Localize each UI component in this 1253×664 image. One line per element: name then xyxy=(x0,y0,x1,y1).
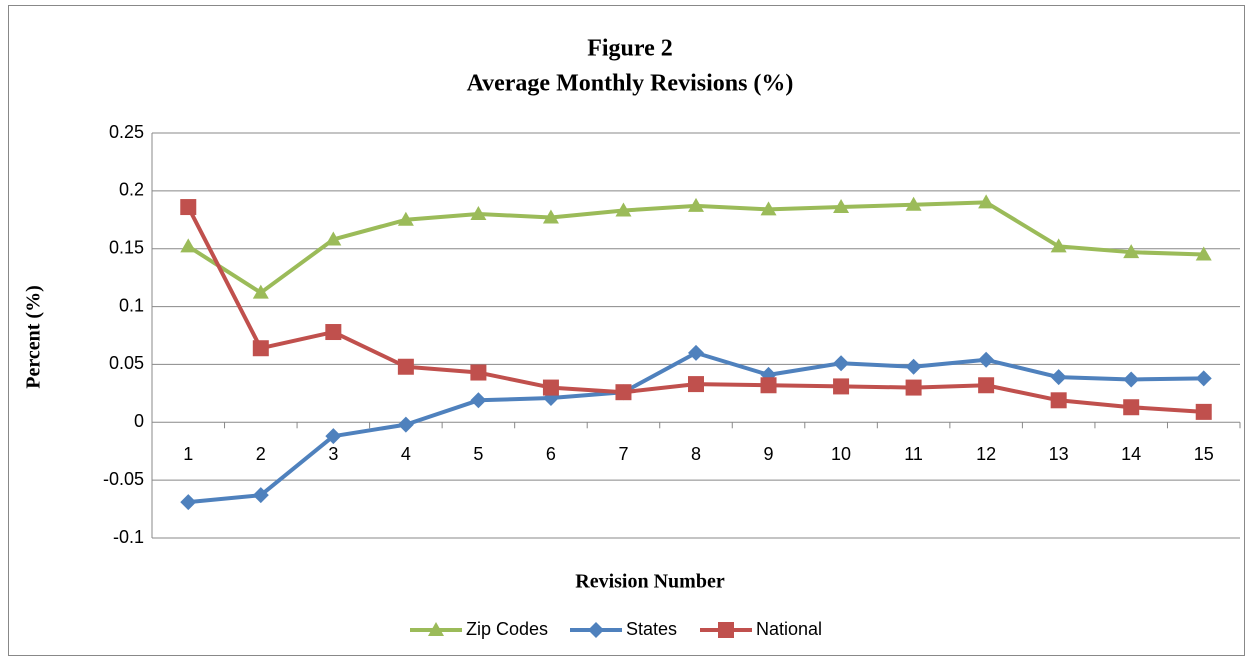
point xyxy=(760,377,777,394)
x-tick-label: 11 xyxy=(904,444,923,464)
x-tick-label: 8 xyxy=(691,444,701,464)
point xyxy=(833,199,850,214)
point xyxy=(1195,246,1212,261)
point xyxy=(905,379,922,396)
point xyxy=(325,324,342,341)
x-tick-label: 10 xyxy=(831,444,851,464)
point xyxy=(1123,244,1140,259)
legend-label: States xyxy=(626,619,677,639)
x-tick-label: 5 xyxy=(473,444,483,464)
x-tick-label: 9 xyxy=(764,444,774,464)
point xyxy=(688,344,704,361)
point xyxy=(252,284,269,299)
x-tick-label: 6 xyxy=(546,444,556,464)
point xyxy=(1195,370,1212,387)
point xyxy=(470,392,487,409)
point xyxy=(542,209,559,224)
point xyxy=(1123,399,1140,416)
x-tick-label: 2 xyxy=(256,444,266,464)
point xyxy=(397,416,414,433)
point xyxy=(180,238,197,253)
point xyxy=(470,364,487,381)
x-tick-label: 1 xyxy=(183,444,193,464)
y-tick-label: 0.2 xyxy=(119,180,144,200)
point xyxy=(760,201,777,216)
y-tick-label: -0.1 xyxy=(113,527,144,547)
point xyxy=(180,199,197,216)
legend-marker xyxy=(428,622,444,636)
x-axis-title: Revision Number xyxy=(575,571,725,593)
point xyxy=(325,231,342,246)
y-tick-label: 0.1 xyxy=(119,295,144,315)
y-tick-label: -0.05 xyxy=(103,469,144,489)
point xyxy=(978,377,995,394)
point xyxy=(252,487,269,504)
point xyxy=(833,355,850,372)
point xyxy=(688,197,704,212)
point xyxy=(905,196,922,211)
x-tick-label: 13 xyxy=(1049,444,1069,464)
point xyxy=(397,211,414,226)
point xyxy=(905,358,922,375)
legend-marker xyxy=(718,622,734,638)
x-tick-label: 12 xyxy=(976,444,996,464)
chart-subtitle: Average Monthly Revisions (%) xyxy=(467,71,794,97)
point xyxy=(978,351,995,368)
legend-marker xyxy=(588,622,604,638)
point xyxy=(615,202,632,217)
x-tick-label: 15 xyxy=(1194,444,1214,464)
y-axis-title: Percent (%) xyxy=(23,285,45,388)
chart-frame xyxy=(8,5,1245,656)
x-tick-label: 3 xyxy=(328,444,338,464)
x-tick-label: 14 xyxy=(1121,444,1141,464)
y-tick-label: 0.25 xyxy=(109,122,144,142)
point xyxy=(252,340,269,357)
legend-label: Zip Codes xyxy=(466,619,548,639)
point xyxy=(615,384,632,401)
point xyxy=(397,358,414,375)
x-tick-label: 7 xyxy=(618,444,628,464)
y-tick-label: 0 xyxy=(134,411,144,431)
chart-title: Figure 2 xyxy=(587,36,673,62)
point xyxy=(1195,403,1212,420)
point xyxy=(1050,369,1067,386)
point xyxy=(325,428,342,445)
point xyxy=(1050,238,1067,253)
point xyxy=(180,494,197,511)
point xyxy=(1123,371,1140,388)
point xyxy=(542,379,559,396)
legend-label: National xyxy=(756,619,822,639)
point xyxy=(688,376,704,393)
point xyxy=(1050,392,1067,409)
y-tick-label: 0.05 xyxy=(109,353,144,373)
point xyxy=(833,378,850,395)
x-tick-label: 4 xyxy=(401,444,411,464)
point xyxy=(978,194,995,209)
y-tick-label: 0.15 xyxy=(109,237,144,257)
point xyxy=(470,206,487,220)
